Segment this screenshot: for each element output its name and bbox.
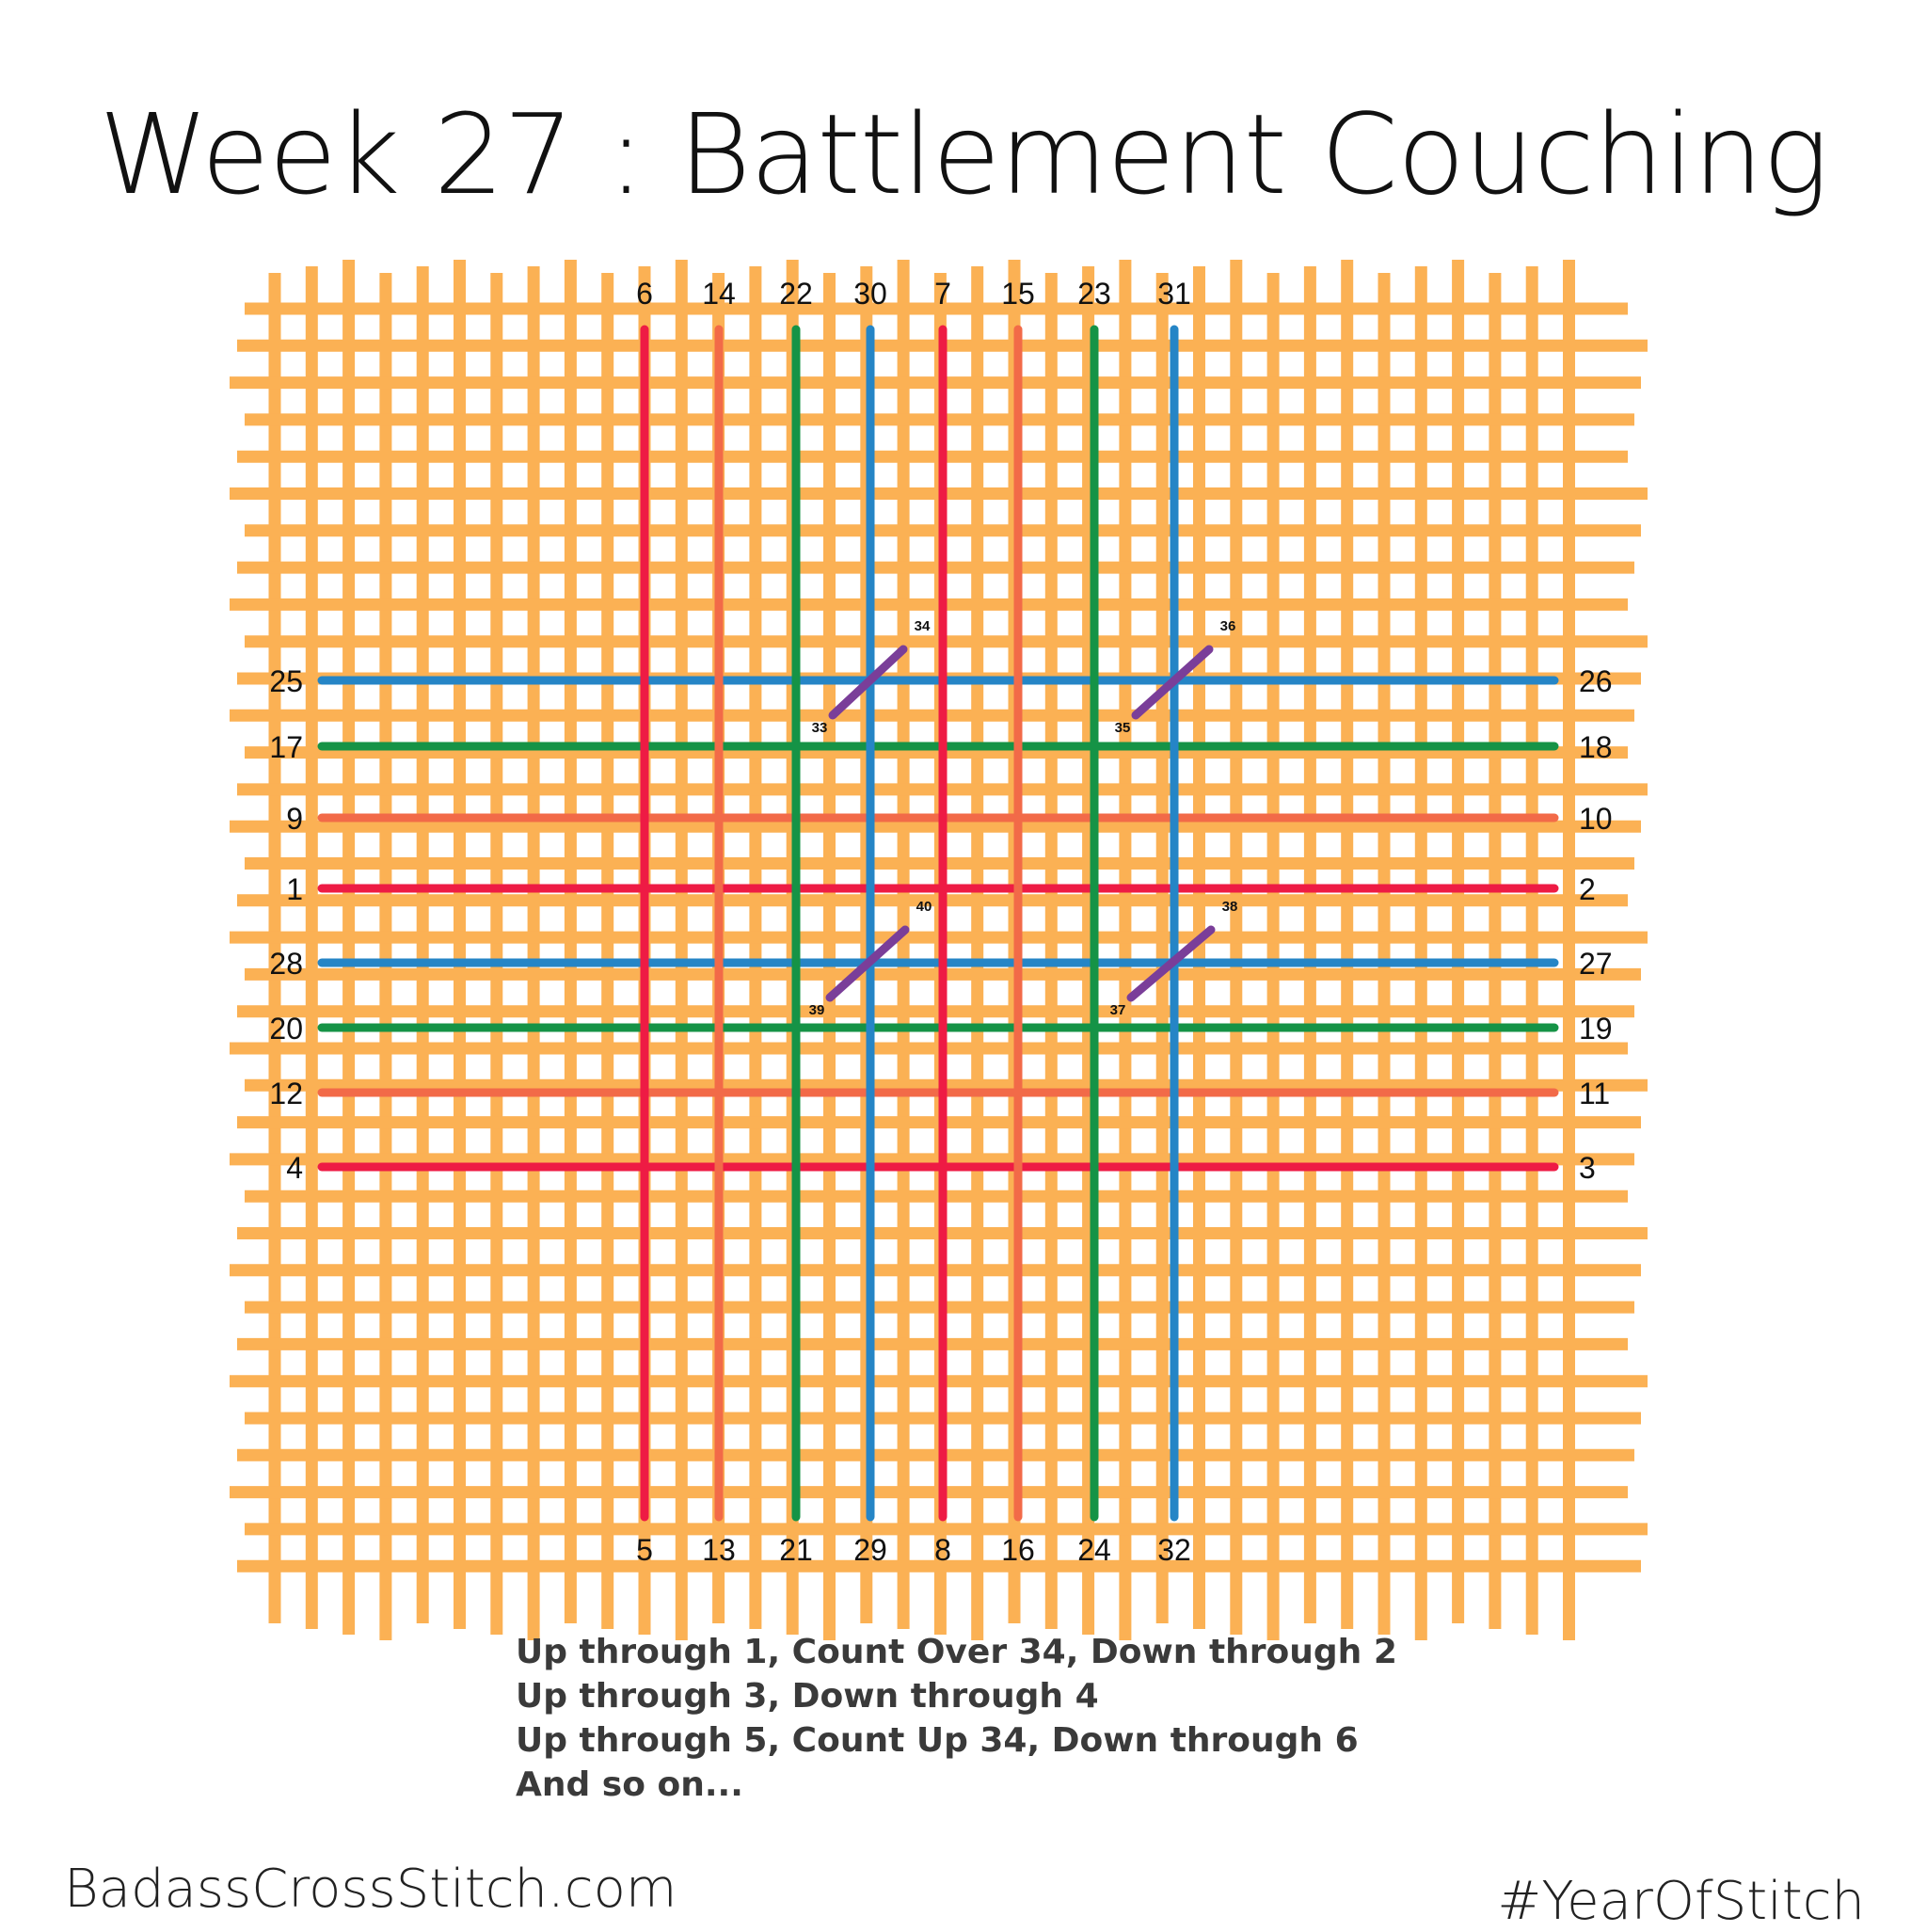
hole-number: 16 — [1001, 1533, 1035, 1567]
hole-number: 19 — [1579, 1012, 1613, 1046]
tie-down-stitch — [825, 925, 910, 1002]
instruction-line: And so on... — [516, 1765, 743, 1804]
hole-number: 37 — [1110, 1002, 1126, 1018]
tie-down-stitch — [1131, 645, 1214, 720]
hole-number: 39 — [809, 1002, 825, 1018]
hole-number: 31 — [1157, 277, 1191, 311]
hole-number: 30 — [853, 277, 887, 311]
hole-number: 33 — [812, 720, 828, 736]
hole-number: 27 — [1579, 947, 1613, 981]
tie-down-stitch — [828, 645, 908, 720]
hole-number: 15 — [1001, 277, 1035, 311]
instruction-line: Up through 1, Count Over 34, Down throug… — [516, 1633, 1397, 1671]
instruction-line: Up through 3, Down through 4 — [516, 1677, 1099, 1716]
hole-number: 10 — [1579, 802, 1613, 836]
hole-number: 11 — [1579, 1077, 1610, 1110]
hole-number: 7 — [934, 277, 951, 311]
hole-number: 8 — [934, 1533, 951, 1567]
hole-number: 40 — [916, 899, 932, 915]
hole-number: 5 — [636, 1533, 653, 1567]
instruction-line: Up through 5, Count Up 34, Down through … — [516, 1721, 1359, 1760]
hole-number: 14 — [702, 277, 736, 311]
hashtag: #YearOfStitch — [1497, 1871, 1865, 1932]
hole-number: 9 — [286, 802, 303, 836]
hole-number: 29 — [853, 1533, 887, 1567]
hole-number: 12 — [269, 1077, 303, 1110]
instructions: Up through 1, Count Over 34, Down throug… — [516, 1630, 1397, 1807]
hole-number: 26 — [1579, 664, 1613, 698]
website-link[interactable]: BadassCrossStitch.com — [64, 1859, 677, 1920]
hole-number: 17 — [269, 730, 303, 764]
hole-number: 3 — [1579, 1151, 1596, 1185]
tie-down-stitch — [1126, 925, 1216, 1002]
hole-number: 24 — [1077, 1533, 1111, 1567]
hole-number: 36 — [1220, 618, 1236, 634]
hole-number: 6 — [636, 277, 653, 311]
hole-number: 22 — [779, 277, 813, 311]
hole-number: 20 — [269, 1012, 303, 1046]
hole-number: 32 — [1157, 1533, 1191, 1567]
hole-number: 25 — [269, 664, 303, 698]
hole-number: 23 — [1077, 277, 1111, 311]
hole-number: 1 — [286, 872, 303, 906]
stitch-lines — [317, 325, 1559, 1522]
hole-number: 35 — [1115, 720, 1131, 736]
hole-number: 4 — [286, 1151, 303, 1185]
hole-number: 38 — [1222, 899, 1238, 915]
hole-number: 21 — [779, 1533, 813, 1567]
hole-number: 34 — [915, 618, 931, 634]
hole-number: 2 — [1579, 872, 1596, 906]
hole-number: 18 — [1579, 730, 1613, 764]
hole-number: 13 — [702, 1533, 736, 1567]
page-title: Week 27 : Battlement Couching — [99, 89, 1829, 219]
hole-number: 28 — [269, 947, 303, 981]
